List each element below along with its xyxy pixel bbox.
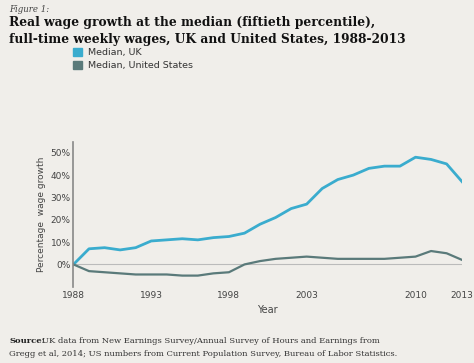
Text: full-time weekly wages, UK and United States, 1988-2013: full-time weekly wages, UK and United St… [9,33,406,46]
Text: Gregg et al, 2014; US numbers from Current Population Survey, Bureau of Labor St: Gregg et al, 2014; US numbers from Curre… [9,350,398,358]
Text: UK data from New Earnings Survey/Annual Survey of Hours and Earnings from: UK data from New Earnings Survey/Annual … [42,337,380,345]
Text: Source:: Source: [9,337,45,345]
X-axis label: Year: Year [257,306,278,315]
Text: Median, United States: Median, United States [88,61,193,70]
Text: Median, UK: Median, UK [88,48,141,57]
Y-axis label: Percentage  wage growth: Percentage wage growth [37,156,46,272]
Text: Figure 1:: Figure 1: [9,5,50,15]
Text: Real wage growth at the median (fiftieth percentile),: Real wage growth at the median (fiftieth… [9,16,376,29]
